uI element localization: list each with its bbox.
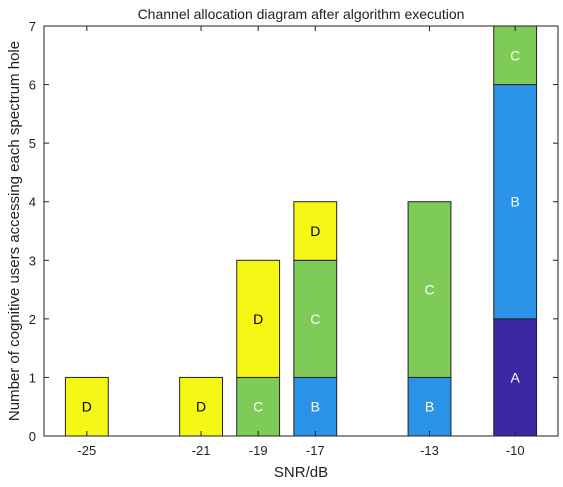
segment-label-5-0: A	[510, 369, 520, 385]
segment-label-3-2: D	[310, 223, 320, 239]
segment-label-5-2: C	[510, 47, 520, 63]
bars-layer: D D C D B C D B C A B C	[64, 25, 538, 437]
chart-title: Channel allocation diagram after algorit…	[138, 6, 465, 22]
y-tick-label-1: 1	[29, 370, 36, 385]
bar-segment-3-2	[293, 201, 338, 261]
bar-segment-5-2	[493, 25, 538, 86]
bar-segment-1-0	[179, 376, 223, 437]
x-tick-label-0: -25	[77, 443, 96, 458]
segment-label-4-1: C	[424, 282, 434, 298]
y-tick-label-3: 3	[29, 253, 36, 268]
bar-segment-4-1	[407, 201, 452, 378]
y-tick-label-6: 6	[29, 78, 36, 93]
segment-label-2-1: D	[253, 311, 263, 327]
ticks-layer: -25 -21 -19 -17 -13 -10 0 1 2 3 4 5 6 7	[29, 19, 558, 458]
bar-segment-2-1	[236, 259, 281, 378]
bar-segment-3-1	[293, 259, 338, 378]
y-tick-label-0: 0	[29, 429, 36, 444]
y-tick-label-2: 2	[29, 312, 36, 327]
bar-segment-5-1	[493, 84, 538, 320]
segment-label-0-0: D	[82, 399, 92, 415]
y-tick-label-4: 4	[29, 195, 36, 210]
x-tick-label-5: -10	[506, 443, 525, 458]
bar-segment-0-0	[64, 376, 109, 437]
segment-label-2-0: C	[253, 399, 263, 415]
x-tick-label-2: -19	[249, 443, 268, 458]
x-tick-label-1: -21	[192, 443, 211, 458]
segment-label-5-1: B	[510, 194, 519, 210]
y-tick-label-5: 5	[29, 136, 36, 151]
segment-label-1-0: D	[196, 399, 206, 415]
segment-label-3-0: B	[311, 399, 320, 415]
segment-label-4-0: B	[425, 399, 434, 415]
segment-label-3-1: C	[310, 311, 320, 327]
x-tick-label-3: -17	[306, 443, 325, 458]
plot-frame	[43, 25, 559, 437]
bar-segment-5-0	[493, 318, 538, 437]
x-axis-label: SNR/dB	[274, 464, 328, 481]
y-axis-label: Number of cognitive users accessing each…	[6, 41, 23, 421]
bar-segment-4-0	[407, 376, 452, 437]
y-tick-label-7: 7	[29, 19, 36, 34]
x-tick-label-4: -13	[420, 443, 439, 458]
